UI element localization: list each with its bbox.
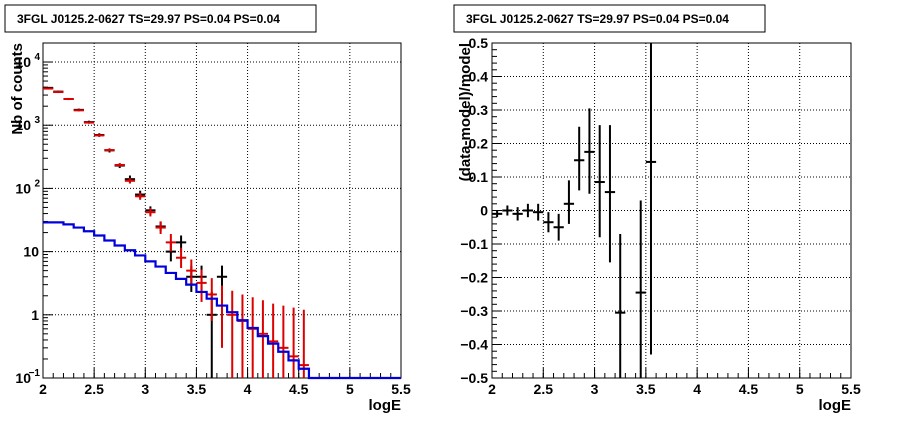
- y-tick-label: −0.1: [460, 236, 488, 252]
- y-tick-label: −0.5: [460, 370, 488, 386]
- x-tick-label: 5.5: [841, 381, 861, 397]
- y-tick-exponent: 3: [34, 115, 40, 126]
- y-tick-label: 0.5: [469, 35, 489, 51]
- y-tick-label: 10: [15, 117, 31, 133]
- y-tick-label: 0.1: [469, 169, 489, 185]
- chart-panel-2: 3FGL J0125.2-0627 TS=29.97 PS=0.04 PS=0.…: [453, 4, 861, 414]
- x-tick-label: 5.5: [391, 381, 411, 397]
- y-tick-exponent: −1: [29, 368, 41, 379]
- chart-title: 3FGL J0125.2-0627 TS=29.97 PS=0.04 PS=0.…: [466, 12, 729, 26]
- x-tick-label: 2: [39, 381, 47, 397]
- x-tick-label: 5: [796, 381, 804, 397]
- y-tick-label: 0.4: [469, 69, 489, 85]
- title-box: [453, 4, 766, 33]
- x-tick-label: 2.5: [84, 381, 104, 397]
- chart-panel-1: 3FGL J0125.2-0627 TS=29.97 PS=0.04 PS=0.…: [4, 4, 411, 414]
- x-tick-label: 4.5: [289, 381, 309, 397]
- x-tick-label: 3.5: [636, 381, 656, 397]
- x-tick-label: 3: [141, 381, 149, 397]
- y-tick-label: 10: [15, 180, 31, 196]
- x-tick-label: 3: [591, 381, 599, 397]
- y-tick-exponent: 4: [34, 52, 40, 63]
- x-axis-title: logE: [819, 397, 852, 414]
- model-step-line: [43, 221, 401, 380]
- y-tick-label: −0.4: [460, 337, 488, 353]
- y-tick-label: 0.2: [469, 136, 489, 152]
- y-tick-label: −0.3: [460, 303, 488, 319]
- x-axis-title: logE: [369, 397, 402, 414]
- y-tick-label: 10: [23, 244, 39, 260]
- x-tick-label: 4: [693, 381, 701, 397]
- y-tick-exponent: 2: [34, 178, 40, 189]
- chart-title: 3FGL J0125.2-0627 TS=29.97 PS=0.04 PS=0.…: [17, 12, 280, 26]
- y-tick-label: 0.3: [469, 102, 489, 118]
- plot-frame: [491, 42, 852, 379]
- title-box: [4, 4, 317, 33]
- y-tick-label: 0: [480, 203, 488, 219]
- y-tick-label: −0.2: [460, 270, 488, 286]
- series-1: [492, 43, 657, 378]
- y-tick-label: 10: [15, 370, 31, 386]
- y-axis-title: (data-model)/model: [457, 43, 474, 181]
- x-tick-label: 3.5: [187, 381, 207, 397]
- y-tick-label: 1: [31, 307, 39, 323]
- y-axis-title: Nb of counts: [9, 43, 26, 135]
- x-tick-label: 2: [488, 381, 496, 397]
- x-tick-label: 2.5: [534, 381, 554, 397]
- y-tick-label: 10: [15, 54, 31, 70]
- series-3: [43, 221, 401, 380]
- x-tick-label: 4: [244, 381, 252, 397]
- x-tick-label: 5: [346, 381, 354, 397]
- x-tick-label: 4.5: [739, 381, 759, 397]
